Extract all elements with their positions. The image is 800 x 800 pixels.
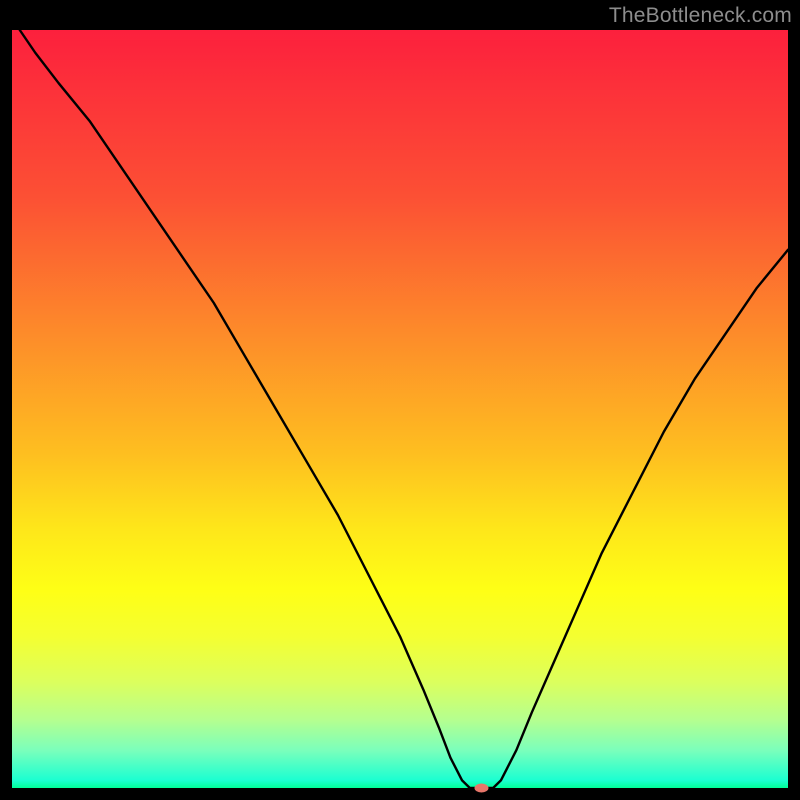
bottleneck-chart xyxy=(0,0,800,800)
watermark-text: TheBottleneck.com xyxy=(609,4,792,28)
chart-container: TheBottleneck.com xyxy=(0,0,800,800)
min-marker xyxy=(474,784,488,793)
gradient-background xyxy=(12,30,788,788)
